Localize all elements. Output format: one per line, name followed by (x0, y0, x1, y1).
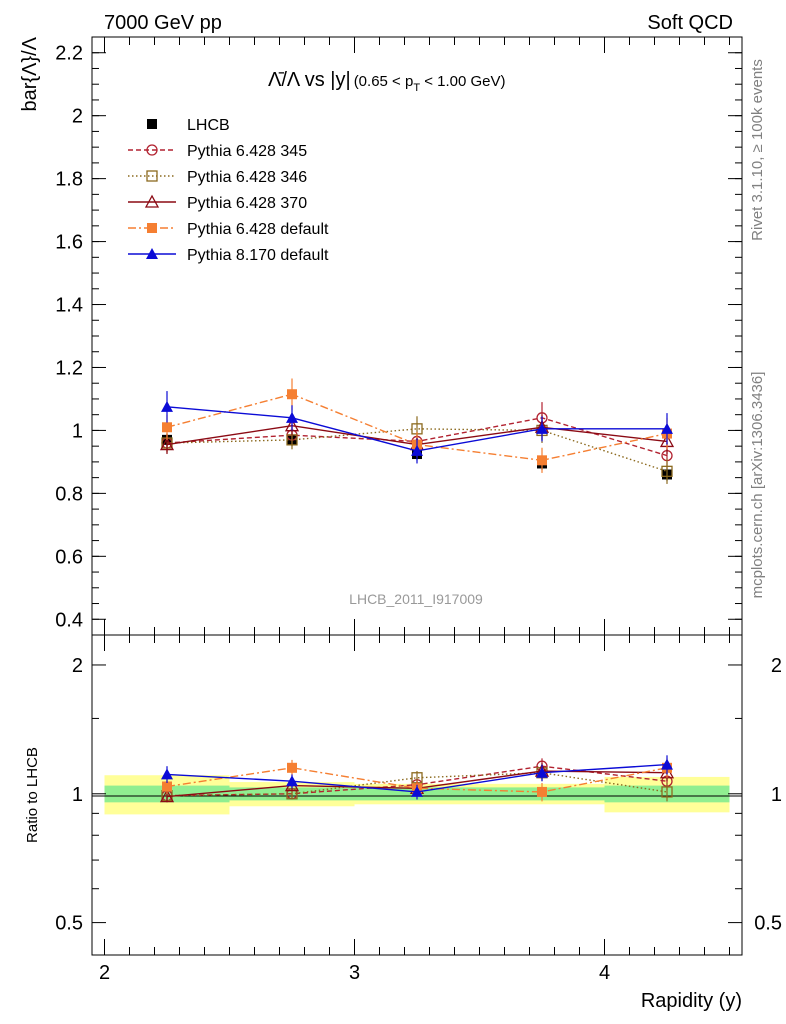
legend: LHCB Pythia 6.428 345 Pythia 6.428 346 Pyth… (128, 117, 329, 264)
ratio-plot-marks (159, 755, 675, 803)
main-plot-panel: 0.4 0.6 0.8 1 1.2 1.4 1.6 1.8 2 2.2 Λ̄/Λ vs |y| (0… (19, 36, 743, 636)
main-y-ticks: 0.4 0.6 0.8 1 1.2 1.4 1.6 1.8 2 2.2 (55, 36, 742, 636)
ratio-point-pythia-6-428-default (287, 762, 297, 773)
legend-label: Pythia 6.428 345 (187, 143, 307, 160)
main-point-pythia-6-428-346 (661, 465, 673, 477)
ratio-y-axis-label: Ratio to LHCB (24, 747, 41, 843)
ratio-point-pythia-8-170-default (286, 775, 298, 787)
legend-marker (144, 194, 160, 208)
ratio-y-tick-label-right: 2 (771, 655, 782, 677)
rivet-side-label: Rivet 3.1.10, ≥ 100k events (749, 59, 766, 241)
legend-label: Pythia 6.428 370 (187, 195, 307, 212)
main-plot-marks (159, 378, 675, 484)
main-point-pythia-8-170-default (536, 422, 548, 434)
ratio-x-tick-label: 2 (99, 962, 110, 984)
ratio-line-pythia-6-428-default (166, 767, 668, 793)
ratio-y-tick-label-right: 0.5 (754, 913, 782, 935)
ratio-point-pythia-6-428-default (162, 781, 172, 792)
ratio-plot-frame (91, 634, 743, 956)
main-point-pythia-8-170-default (411, 444, 423, 456)
plot-title-sub: (0.65 < p (354, 73, 414, 90)
plot-title-sub-index: T (413, 82, 420, 94)
legend-marker (146, 170, 158, 182)
legend-marker (147, 119, 157, 129)
ratio-x-tick-label: 4 (599, 962, 610, 984)
main-y-tick-label: 1 (72, 420, 83, 442)
legend-label: LHCB (187, 117, 230, 134)
main-point-pythia-8-170-default (161, 400, 173, 412)
ratio-y-tick-label: 2 (72, 655, 83, 677)
main-y-tick-label: 0.8 (55, 483, 83, 505)
header-right-label: Soft QCD (647, 12, 733, 34)
legend-label: Pythia 6.428 346 (187, 169, 307, 186)
main-y-tick-label: 0.4 (55, 609, 83, 631)
ratio-point-pythia-6-428-default (537, 786, 547, 797)
main-y-tick-label: 2.2 (55, 43, 83, 65)
main-point-pythia-6-428-default (537, 455, 547, 466)
legend-marker (146, 144, 158, 156)
main-point-pythia-6-428-370 (159, 437, 175, 451)
legend-marker (146, 248, 158, 259)
header-left-label: 7000 GeV pp (104, 12, 222, 34)
main-y-tick-label: 2 (72, 106, 83, 128)
main-line-pythia-6-428-default (166, 393, 668, 462)
plot-title: Λ̄/Λ vs |y| (0.65 < pT < 1.00 GeV) (268, 69, 506, 94)
ratio-x-tick-label: 3 (349, 962, 360, 984)
legend-label: Pythia 6.428 default (187, 221, 329, 238)
main-point-pythia-6-428-default (287, 389, 297, 400)
ratio-point-pythia-6-428-346 (661, 786, 673, 798)
main-y-tick-label: 1.2 (55, 357, 83, 379)
ratio-point-pythia-6-428-370 (159, 789, 175, 803)
ratio-y-tick-label: 0.5 (55, 913, 83, 935)
ratio-y-ticks: 0.5 0.5 1 1 2 2 (55, 655, 782, 935)
legend-label: Pythia 8.170 default (187, 247, 329, 264)
main-y-tick-label: 1.4 (55, 295, 83, 317)
analysis-watermark: LHCB_2011_I917009 (349, 591, 483, 607)
legend-marker (147, 223, 157, 233)
main-x-ticks (104, 37, 730, 635)
main-point-pythia-6-428-370 (284, 418, 300, 432)
ratio-y-tick-label: 1 (72, 784, 83, 806)
main-y-axis-label: bar{Λ}/Λ (19, 36, 41, 111)
main-point-pythia-6-428-default (162, 422, 172, 433)
plot-title-main: Λ̄/Λ vs |y| (268, 69, 351, 91)
main-point-pythia-8-170-default (286, 411, 298, 423)
mcplots-side-label: mcplots.cern.ch [arXiv:1306.3436] (749, 372, 766, 599)
plot-title-sub-end: < 1.00 GeV) (420, 73, 505, 90)
ratio-point-pythia-8-170-default (536, 766, 548, 778)
ratio-point-pythia-8-170-default (161, 768, 173, 780)
ratio-x-ticks: 2 3 4 (99, 635, 730, 984)
main-y-tick-label: 1.6 (55, 232, 83, 254)
ratio-point-pythia-8-170-default (661, 758, 673, 770)
main-y-tick-label: 0.6 (55, 546, 83, 568)
main-y-tick-label: 1.8 (55, 169, 83, 191)
x-axis-label: Rapidity (y) (641, 990, 742, 1012)
ratio-y-tick-label-right: 1 (771, 784, 782, 806)
ratio-plot-panel: 0.5 0.5 1 1 2 2 2 3 4 Ratio to LHCB Rapidity (y… (24, 634, 782, 1012)
ratio-point-pythia-8-170-default (411, 785, 423, 797)
main-point-pythia-8-170-default (661, 422, 673, 434)
